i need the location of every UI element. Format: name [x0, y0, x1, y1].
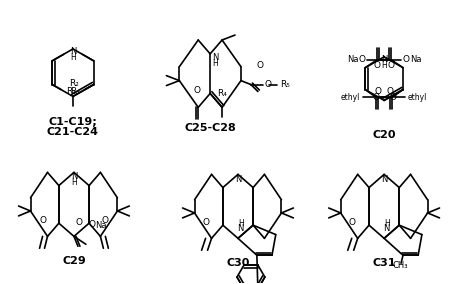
Text: O: O: [89, 220, 96, 229]
Text: R₄: R₄: [217, 89, 227, 98]
Text: R₅: R₅: [280, 80, 290, 89]
Text: N: N: [235, 175, 241, 184]
Text: C25-C28: C25-C28: [184, 123, 236, 133]
Text: Na: Na: [95, 221, 106, 230]
Text: O: O: [202, 218, 209, 227]
Text: O: O: [75, 218, 82, 227]
Text: N: N: [71, 172, 77, 181]
Text: N: N: [381, 175, 387, 184]
Text: ethyl: ethyl: [408, 93, 428, 102]
Text: O: O: [256, 61, 264, 70]
Text: O: O: [265, 80, 272, 89]
Text: Na: Na: [410, 55, 421, 64]
Text: O: O: [375, 87, 382, 96]
Text: CH₃: CH₃: [392, 261, 408, 270]
Text: C29: C29: [62, 256, 86, 266]
Text: O: O: [374, 61, 381, 70]
Text: C21-C24: C21-C24: [47, 127, 99, 137]
Text: O: O: [389, 93, 396, 102]
Text: O: O: [358, 55, 365, 64]
Text: H: H: [71, 178, 77, 187]
Text: R₂: R₂: [69, 79, 79, 88]
Text: N: N: [383, 224, 390, 233]
Text: O: O: [372, 93, 379, 102]
Text: N: N: [237, 224, 244, 233]
Text: Na: Na: [347, 55, 358, 64]
Text: H: H: [212, 59, 218, 68]
Text: H: H: [70, 53, 76, 62]
Text: H: H: [381, 61, 387, 70]
Text: ethyl: ethyl: [341, 93, 360, 102]
Text: R₁: R₁: [66, 87, 76, 96]
Text: C30: C30: [226, 258, 250, 268]
Text: N: N: [70, 47, 76, 57]
Text: C1-C19;: C1-C19;: [49, 117, 97, 127]
Text: O: O: [388, 61, 395, 70]
Text: C31: C31: [373, 258, 396, 268]
Text: H: H: [238, 219, 244, 228]
Text: O: O: [102, 216, 109, 225]
Text: O: O: [403, 55, 410, 64]
Text: R₃: R₃: [70, 87, 80, 96]
Text: O: O: [39, 216, 46, 225]
Text: H: H: [384, 219, 390, 228]
Text: N: N: [381, 55, 387, 64]
Text: C20: C20: [373, 130, 396, 140]
Text: O: O: [348, 218, 355, 227]
Text: O: O: [386, 87, 393, 96]
Text: O: O: [194, 86, 201, 95]
Text: N: N: [212, 53, 219, 62]
